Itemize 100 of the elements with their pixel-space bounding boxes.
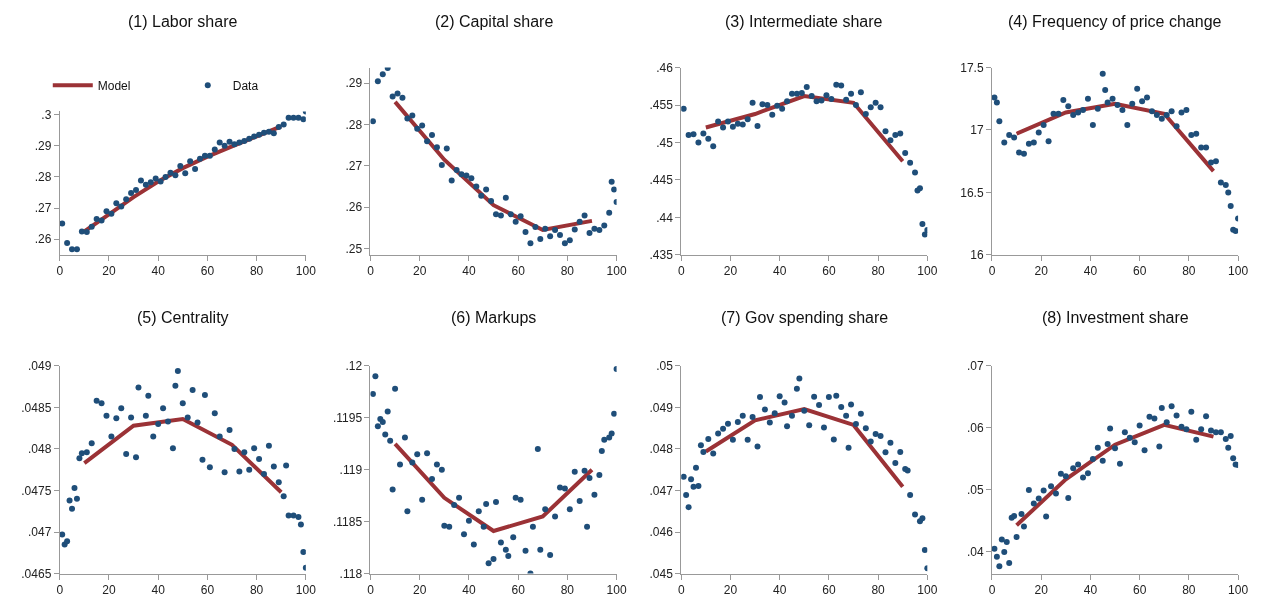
point <box>256 455 263 462</box>
y-tick-label: .28 <box>345 117 363 132</box>
point <box>152 175 159 182</box>
point <box>749 414 756 421</box>
point <box>1062 473 1069 480</box>
point <box>872 431 879 438</box>
point <box>1222 436 1229 443</box>
point <box>241 138 248 145</box>
chart-title: (6) Markups <box>451 309 537 326</box>
point <box>1121 429 1128 436</box>
x-tick-label: 40 <box>772 264 787 279</box>
point <box>473 183 480 190</box>
point <box>537 236 544 243</box>
point <box>502 194 509 201</box>
x-tick-label: 40 <box>462 264 476 279</box>
point <box>681 473 687 480</box>
point <box>1016 149 1023 156</box>
point <box>912 169 919 176</box>
point <box>720 425 727 432</box>
x-tick-label: 100 <box>917 583 938 597</box>
point <box>695 482 702 489</box>
point <box>867 438 874 445</box>
point <box>739 412 746 419</box>
x-tick-label: 0 <box>988 583 996 597</box>
point <box>297 521 304 528</box>
point <box>497 212 504 219</box>
point <box>83 449 90 456</box>
point <box>1173 412 1180 419</box>
point <box>1025 140 1032 147</box>
point <box>1203 144 1210 151</box>
y-tick-label: .07 <box>966 359 984 374</box>
point <box>897 130 904 137</box>
point <box>399 94 406 101</box>
point <box>766 419 773 426</box>
point <box>216 433 223 440</box>
point <box>1212 158 1219 165</box>
point <box>1055 110 1062 117</box>
point <box>1198 426 1205 433</box>
x-tick-label: 20 <box>102 583 116 597</box>
point <box>683 492 690 499</box>
point <box>414 125 421 132</box>
point <box>700 448 707 455</box>
point <box>1141 447 1148 454</box>
point <box>692 464 699 471</box>
y-tick-label: .049 <box>649 400 674 415</box>
x-tick-label: 80 <box>560 583 575 597</box>
point <box>734 418 741 425</box>
point <box>1107 425 1114 432</box>
point <box>1048 483 1055 490</box>
point <box>93 397 100 404</box>
x-tick-label: 40 <box>151 583 166 597</box>
x-tick-label: 100 <box>1228 583 1249 597</box>
point <box>246 135 253 142</box>
point <box>1134 85 1141 92</box>
point <box>1001 139 1008 146</box>
point <box>150 433 157 440</box>
point <box>877 433 884 440</box>
point <box>256 131 263 138</box>
point <box>892 460 899 467</box>
point <box>816 401 823 408</box>
point <box>1035 129 1042 136</box>
point <box>507 211 514 218</box>
point <box>113 200 120 207</box>
y-tick-label: .27 <box>345 159 363 174</box>
point <box>685 504 692 511</box>
point <box>275 124 282 131</box>
point <box>231 141 238 148</box>
point <box>1163 111 1170 118</box>
point <box>118 405 125 412</box>
point <box>142 412 149 419</box>
point <box>729 123 736 130</box>
x-tick-label: 60 <box>200 583 215 597</box>
x-tick-label: 20 <box>723 264 738 279</box>
point <box>1158 115 1165 122</box>
y-tick-label: .3 <box>41 107 52 122</box>
point <box>1119 107 1126 113</box>
point <box>59 531 66 538</box>
x-tick-label: 0 <box>677 264 685 279</box>
y-tick-label: .047 <box>649 483 674 498</box>
point <box>527 240 534 247</box>
point <box>798 90 805 97</box>
point <box>88 440 95 447</box>
chart-title: (5) Centrality <box>137 309 229 326</box>
x-tick-label: 20 <box>413 264 427 279</box>
point <box>492 211 499 218</box>
point <box>103 412 110 419</box>
point <box>1203 413 1210 420</box>
x-tick-label: 0 <box>988 264 996 279</box>
x-tick-label: 100 <box>295 264 317 279</box>
point <box>1188 408 1195 415</box>
x-tick-label: 80 <box>1182 264 1196 279</box>
point <box>1112 445 1119 452</box>
point <box>1075 109 1082 116</box>
point <box>1070 111 1077 118</box>
point <box>69 246 76 253</box>
point <box>724 420 731 427</box>
point <box>295 114 302 121</box>
x-tick-label: 100 <box>295 583 317 597</box>
point <box>1146 413 1153 420</box>
point <box>1144 94 1151 101</box>
